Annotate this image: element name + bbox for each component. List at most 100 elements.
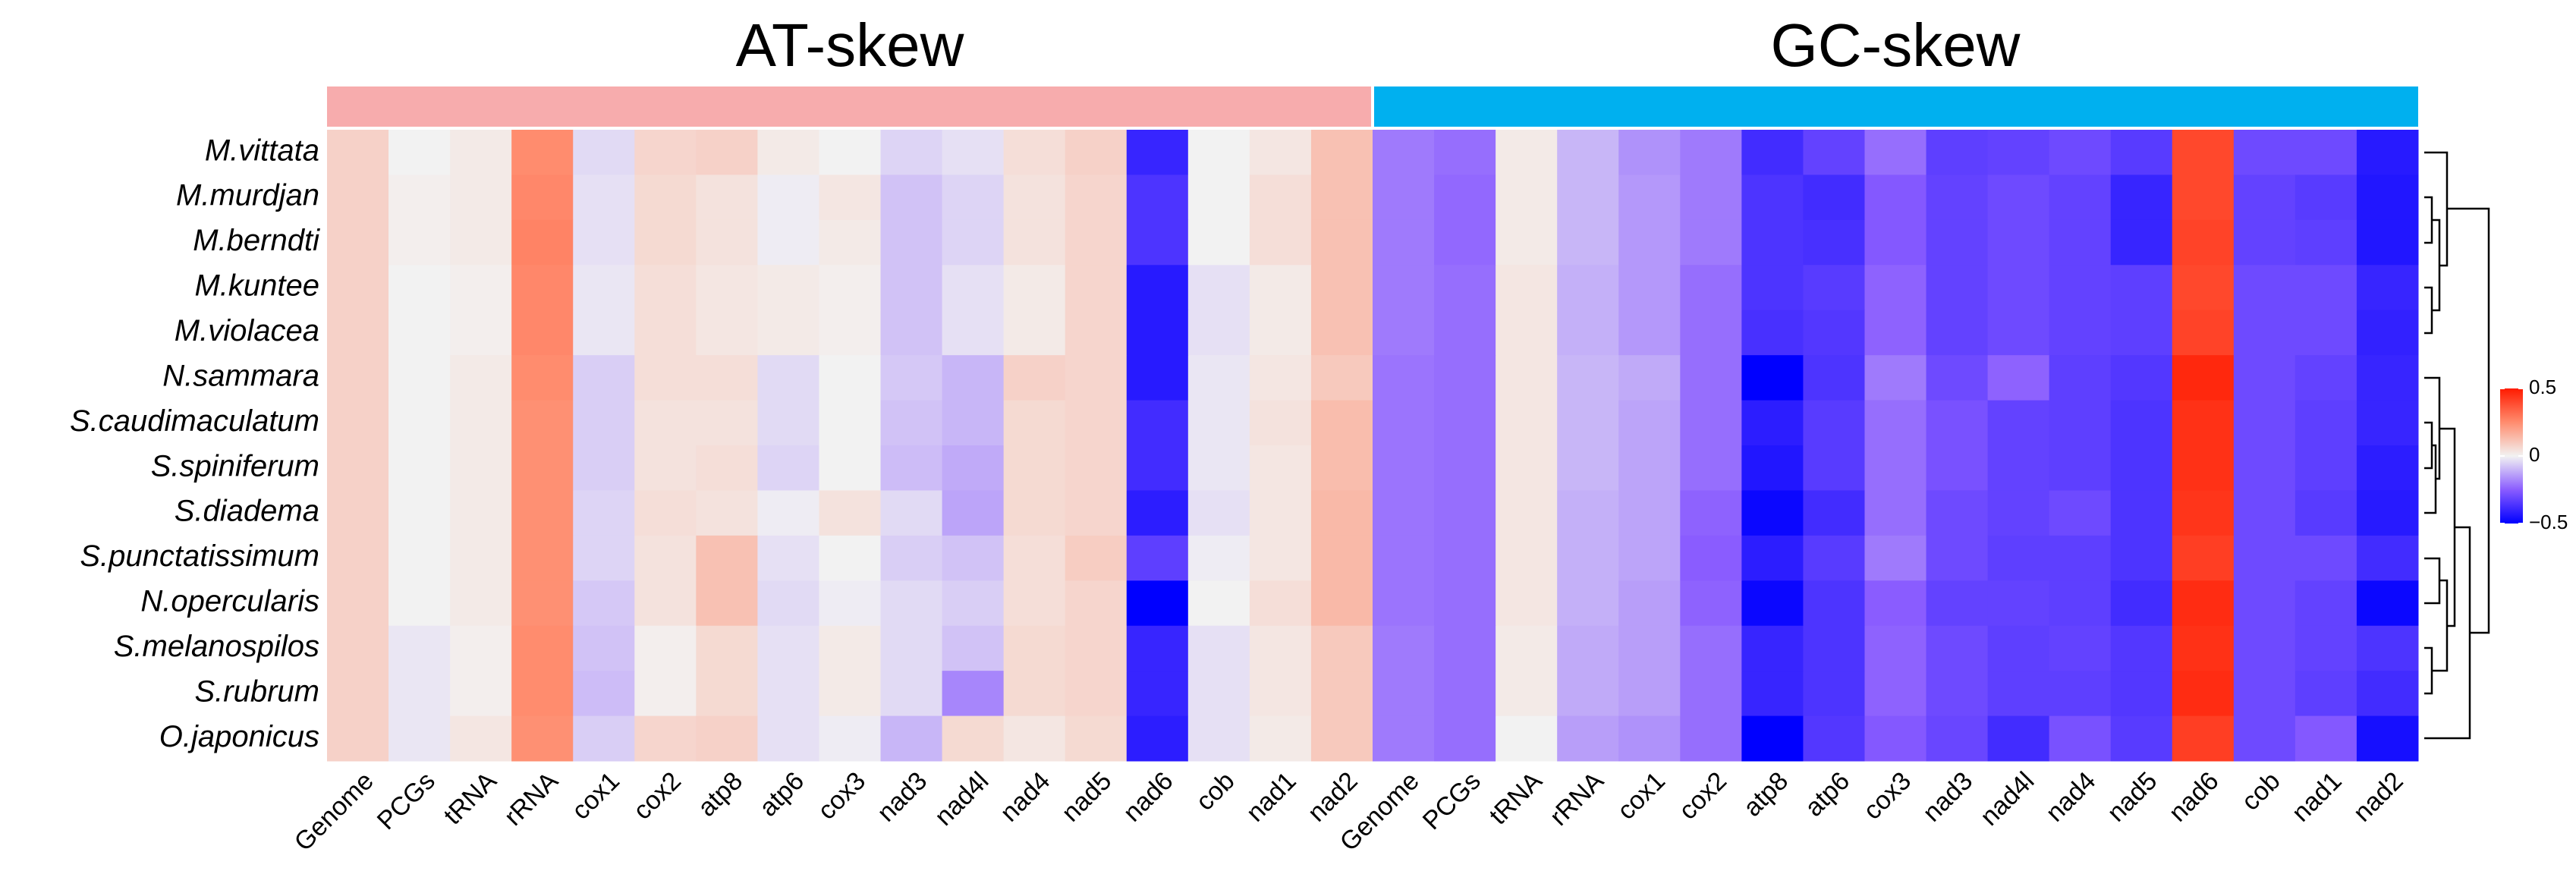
heatmap-cell [880, 580, 943, 627]
row-label: M.vittata [205, 134, 319, 167]
heatmap-cell [2049, 490, 2112, 536]
heatmap-cell [2233, 715, 2296, 762]
heatmap-cell [1987, 535, 2050, 581]
heatmap-cell [1310, 715, 1373, 762]
heatmap-cell [2110, 580, 2173, 627]
dendrogram [2424, 151, 2490, 740]
heatmap-cell [2110, 445, 2173, 491]
heatmap-cell [1557, 265, 1619, 311]
heatmap-cell [1126, 310, 1189, 356]
heatmap-cell [1680, 219, 1742, 266]
column-label: atp6 [1799, 766, 1855, 822]
heatmap-cell [511, 715, 574, 762]
heatmap-cell [1864, 580, 1927, 627]
column-label: nad3 [1917, 766, 1978, 827]
heatmap-cell [573, 535, 635, 581]
heatmap-cell [880, 355, 943, 401]
heatmap-cell [2294, 625, 2357, 671]
heatmap-cell [1618, 265, 1681, 311]
heatmap-cell [1187, 310, 1250, 356]
heatmap-cell [1065, 625, 1128, 671]
heatmap-cell [1926, 355, 1989, 401]
heatmap-cell [388, 535, 451, 581]
heatmap-cell [2172, 625, 2235, 671]
heatmap-cell [2233, 671, 2296, 717]
heatmap-cell [2049, 445, 2112, 491]
heatmap-cell [1126, 490, 1189, 536]
column-label: PCGs [1417, 766, 1486, 835]
heatmap-cell [2110, 355, 2173, 401]
heatmap-cell [1557, 130, 1619, 175]
heatmap-cell [2110, 535, 2173, 581]
column-label: cox3 [1858, 766, 1917, 825]
column-label: cox2 [1673, 766, 1732, 825]
heatmap-cell [1741, 400, 1804, 446]
heatmap-cell [1310, 219, 1373, 266]
heatmap-cell [2110, 265, 2173, 311]
heatmap-cell [388, 671, 451, 717]
heatmap-cell [327, 175, 389, 221]
heatmap-cell [1926, 715, 1989, 762]
heatmap-cell [1496, 310, 1558, 356]
heatmap-cell [696, 490, 758, 536]
heatmap-cell [1065, 400, 1128, 446]
heatmap-cell [1434, 671, 1496, 717]
heatmap-cell [819, 671, 882, 717]
heatmap-cell [388, 445, 451, 491]
heatmap-cell [942, 671, 1005, 717]
column-label: nad3 [872, 766, 933, 827]
heatmap-cell [1126, 625, 1189, 671]
heatmap-cell [1680, 265, 1742, 311]
colorbar-tick-label: 0 [2529, 443, 2540, 466]
heatmap-cell [696, 175, 758, 221]
heatmap-cell [1557, 310, 1619, 356]
heatmap-cell [634, 445, 697, 491]
heatmap-cell [819, 355, 882, 401]
heatmap-cell [757, 671, 819, 717]
heatmap-cell [1434, 400, 1496, 446]
heatmap-cell [1003, 580, 1066, 627]
heatmap-cell [1003, 355, 1066, 401]
heatmap-cell [1803, 130, 1865, 175]
heatmap-cell [1618, 445, 1681, 491]
heatmap-cell [1864, 219, 1927, 266]
heatmap-cell [2172, 490, 2235, 536]
heatmap-cell [327, 671, 389, 717]
heatmap-cell [1373, 715, 1435, 762]
column-label: cox2 [627, 766, 687, 825]
heatmap-cell [573, 625, 635, 671]
heatmap-cell [1434, 715, 1496, 762]
heatmap-cell [757, 355, 819, 401]
heatmap-cell [2356, 671, 2419, 717]
heatmap-cell [327, 130, 389, 175]
heatmap-cell [1618, 490, 1681, 536]
heatmap-cell [1003, 715, 1066, 762]
heatmap-cell [2172, 671, 2235, 717]
heatmap-cell [327, 715, 389, 762]
heatmap-cell [1249, 265, 1312, 311]
column-label: nad5 [2102, 766, 2162, 827]
heatmap-cell [1741, 175, 1804, 221]
heatmap-cell [1373, 490, 1435, 536]
heatmap-cell [1926, 219, 1989, 266]
heatmap-cell [1557, 445, 1619, 491]
heatmap-cell [1434, 535, 1496, 581]
heatmap-cell [1987, 671, 2050, 717]
column-label: PCGs [372, 766, 441, 835]
heatmap-cell [2172, 580, 2235, 627]
heatmap-cell [2049, 715, 2112, 762]
heatmap-cell [2049, 400, 2112, 446]
heatmap-cell [942, 130, 1005, 175]
heatmap-cell [880, 625, 943, 671]
heatmap-cell [1373, 625, 1435, 671]
heatmap-cell [2233, 580, 2296, 627]
heatmap-cell [2233, 265, 2296, 311]
heatmap-cell [880, 715, 943, 762]
heatmap-cell [2294, 580, 2357, 627]
heatmap-cell [1741, 580, 1804, 627]
heatmap-cell [1434, 355, 1496, 401]
heatmap-cell [1310, 671, 1373, 717]
heatmap-cell [1187, 535, 1250, 581]
heatmap-cell [757, 490, 819, 536]
